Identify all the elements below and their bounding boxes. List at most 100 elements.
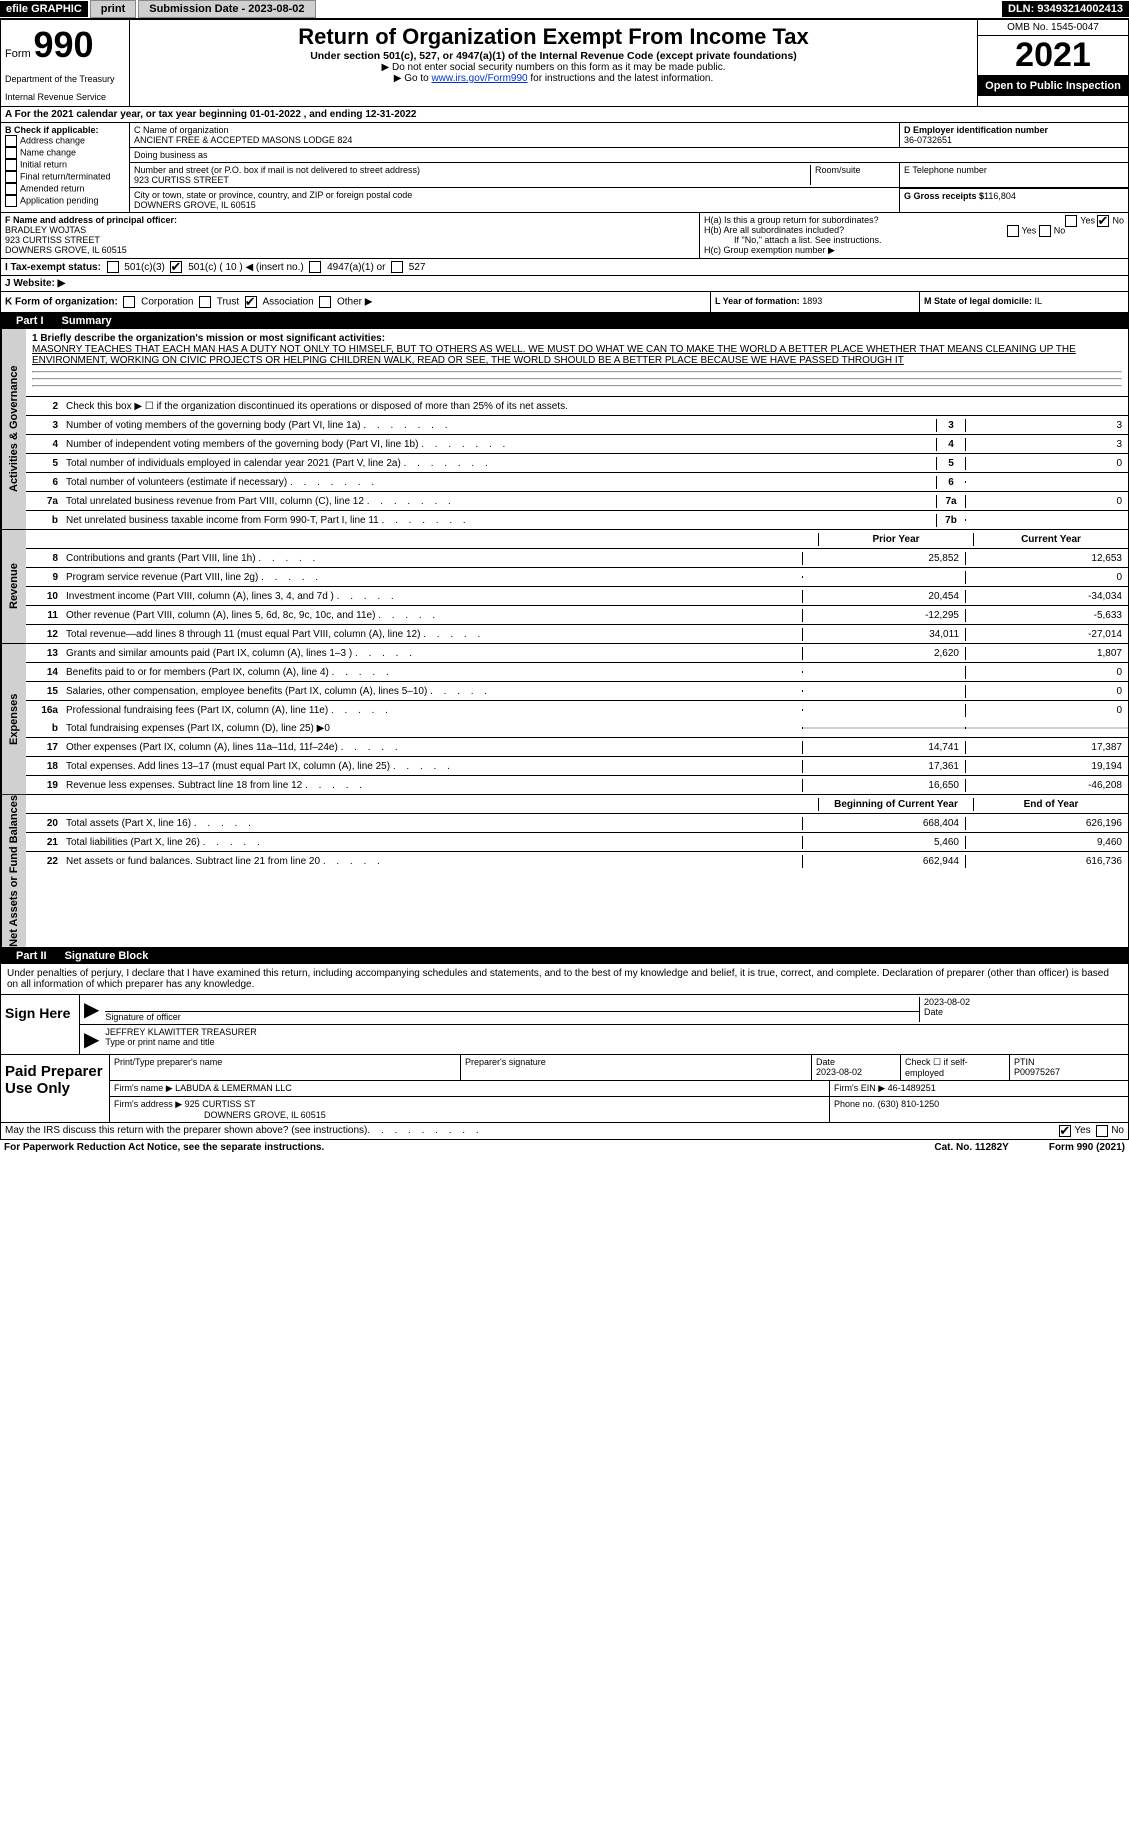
- omb-number: OMB No. 1545-0047: [978, 20, 1128, 36]
- state-domicile: IL: [1035, 296, 1043, 306]
- status-501c3[interactable]: [107, 261, 119, 273]
- status-4947[interactable]: [309, 261, 321, 273]
- form-number: 990: [33, 24, 93, 65]
- officer-signature-name: JEFFREY KLAWITTER TREASURER: [105, 1027, 256, 1037]
- org-corp[interactable]: [123, 296, 135, 308]
- note-link: ▶ Go to www.irs.gov/Form990 for instruct…: [134, 73, 973, 84]
- section-d: D Employer identification number 36-0732…: [900, 123, 1128, 147]
- street-address: 923 CURTISS STREET: [134, 175, 229, 185]
- officer-name: BRADLEY WOJTAS: [5, 225, 86, 235]
- dept-irs: Internal Revenue Service: [5, 92, 125, 102]
- section-m: M State of legal domicile: IL: [920, 292, 1128, 312]
- table-row: 5 Total number of individuals employed i…: [26, 454, 1128, 473]
- org-other[interactable]: [319, 296, 331, 308]
- declaration-text: Under penalties of perjury, I declare th…: [1, 964, 1128, 994]
- side-label-expenses: Expenses: [1, 644, 26, 794]
- top-bar: efile GRAPHIC print Submission Date - 20…: [0, 0, 1129, 20]
- discuss-no[interactable]: [1096, 1125, 1108, 1137]
- ha-yes[interactable]: [1065, 215, 1077, 227]
- section-e: E Telephone number: [900, 163, 1128, 187]
- part-i-header: Part I Summary: [0, 313, 1129, 329]
- year-formation: 1893: [802, 296, 822, 306]
- section-c: C Name of organization ANCIENT FREE & AC…: [130, 123, 1128, 212]
- ein-value: 36-0732651: [904, 135, 952, 145]
- form-number-cell: Form 990 Department of the Treasury Inte…: [1, 20, 130, 106]
- main-title: Return of Organization Exempt From Incom…: [134, 24, 973, 50]
- cat-no: Cat. No. 11282Y: [934, 1142, 1008, 1153]
- table-row: 12 Total revenue—add lines 8 through 11 …: [26, 625, 1128, 643]
- status-527[interactable]: [391, 261, 403, 273]
- expenses-section: Expenses 13 Grants and similar amounts p…: [0, 644, 1129, 795]
- table-row: 15 Salaries, other compensation, employe…: [26, 682, 1128, 701]
- status-501c[interactable]: [170, 261, 182, 273]
- org-assoc[interactable]: [245, 296, 257, 308]
- org-name: ANCIENT FREE & ACCEPTED MASONS LODGE 824: [134, 135, 352, 145]
- table-row: 22 Net assets or fund balances. Subtract…: [26, 852, 1128, 870]
- checkbox-address-change[interactable]: [5, 135, 17, 147]
- org-name-cell: C Name of organization ANCIENT FREE & AC…: [130, 123, 900, 147]
- mission-block: 1 Briefly describe the organization's mi…: [26, 329, 1128, 397]
- row-klm: K Form of organization: Corporation Trus…: [0, 292, 1129, 313]
- hb-no[interactable]: [1039, 225, 1051, 237]
- irs-link[interactable]: www.irs.gov/Form990: [431, 73, 527, 84]
- pra-notice: For Paperwork Reduction Act Notice, see …: [4, 1142, 324, 1153]
- table-row: 8 Contributions and grants (Part VIII, l…: [26, 549, 1128, 568]
- side-label-revenue: Revenue: [1, 530, 26, 643]
- table-row: 17 Other expenses (Part IX, column (A), …: [26, 738, 1128, 757]
- section-fh: F Name and address of principal officer:…: [0, 213, 1129, 259]
- org-trust[interactable]: [199, 296, 211, 308]
- table-row: b Net unrelated business taxable income …: [26, 511, 1128, 529]
- checkbox-name-change[interactable]: [5, 147, 17, 159]
- form-footer: Form 990 (2021): [1049, 1142, 1125, 1153]
- checkbox-application-pending[interactable]: [5, 195, 17, 207]
- net-assets-section: Net Assets or Fund Balances Beginning of…: [0, 795, 1129, 948]
- section-l: L Year of formation: 1893: [711, 292, 920, 312]
- title-cell: Return of Organization Exempt From Incom…: [130, 20, 977, 106]
- table-row: 18 Total expenses. Add lines 13–17 (must…: [26, 757, 1128, 776]
- checkbox-initial-return[interactable]: [5, 159, 17, 171]
- arrow-icon: ▶: [84, 1027, 99, 1052]
- tax-year: 2021: [978, 36, 1128, 76]
- section-h: H(a) Is this a group return for subordin…: [700, 213, 1128, 258]
- discuss-row: May the IRS discuss this return with the…: [0, 1123, 1129, 1140]
- checkbox-amended[interactable]: [5, 183, 17, 195]
- section-f: F Name and address of principal officer:…: [1, 213, 700, 258]
- print-button[interactable]: print: [90, 0, 136, 18]
- table-row: 20 Total assets (Part X, line 16) . . . …: [26, 814, 1128, 833]
- form-header: Form 990 Department of the Treasury Inte…: [0, 20, 1129, 107]
- table-row: 9 Program service revenue (Part VIII, li…: [26, 568, 1128, 587]
- footer-row: For Paperwork Reduction Act Notice, see …: [0, 1140, 1129, 1155]
- section-b: B Check if applicable: Address change Na…: [1, 123, 130, 212]
- table-row: 10 Investment income (Part VIII, column …: [26, 587, 1128, 606]
- table-row: 13 Grants and similar amounts paid (Part…: [26, 644, 1128, 663]
- checkbox-final-return[interactable]: [5, 171, 17, 183]
- city-state-zip: DOWNERS GROVE, IL 60515: [134, 200, 256, 210]
- table-row: 11 Other revenue (Part VIII, column (A),…: [26, 606, 1128, 625]
- table-row: 16a Professional fundraising fees (Part …: [26, 701, 1128, 719]
- sign-date: 2023-08-02: [924, 997, 970, 1007]
- submission-date-badge: Submission Date - 2023-08-02: [138, 0, 315, 18]
- subtitle: Under section 501(c), 527, or 4947(a)(1)…: [134, 50, 973, 62]
- table-row: 3 Number of voting members of the govern…: [26, 416, 1128, 435]
- dba-cell: Doing business as: [130, 148, 1128, 163]
- room-suite: Room/suite: [810, 165, 895, 185]
- row-i-tax-status: I Tax-exempt status: 501(c)(3) 501(c) ( …: [0, 259, 1129, 276]
- arrow-icon: ▶: [84, 997, 99, 1022]
- hb-yes[interactable]: [1007, 225, 1019, 237]
- current-year-header: Current Year: [973, 533, 1128, 546]
- section-bcdeg: B Check if applicable: Address change Na…: [0, 123, 1129, 213]
- sign-here-label: Sign Here: [1, 995, 80, 1054]
- ha-no[interactable]: [1097, 215, 1109, 227]
- discuss-yes[interactable]: [1059, 1125, 1071, 1137]
- note-ssn: ▶ Do not enter social security numbers o…: [134, 62, 973, 73]
- dln-label: DLN: 93493214002413: [1002, 1, 1129, 17]
- preparer-date: 2023-08-02: [816, 1067, 862, 1077]
- section-g: G Gross receipts $116,804: [900, 188, 1128, 212]
- form-prefix: Form: [5, 48, 31, 60]
- governance-section: Activities & Governance 1 Briefly descri…: [0, 329, 1129, 530]
- revenue-section: Revenue Prior Year Current Year 8 Contri…: [0, 530, 1129, 644]
- table-row: 21 Total liabilities (Part X, line 26) .…: [26, 833, 1128, 852]
- table-row: 7a Total unrelated business revenue from…: [26, 492, 1128, 511]
- side-label-net-assets: Net Assets or Fund Balances: [1, 795, 26, 947]
- firm-name: LABUDA & LEMERMAN LLC: [175, 1083, 292, 1093]
